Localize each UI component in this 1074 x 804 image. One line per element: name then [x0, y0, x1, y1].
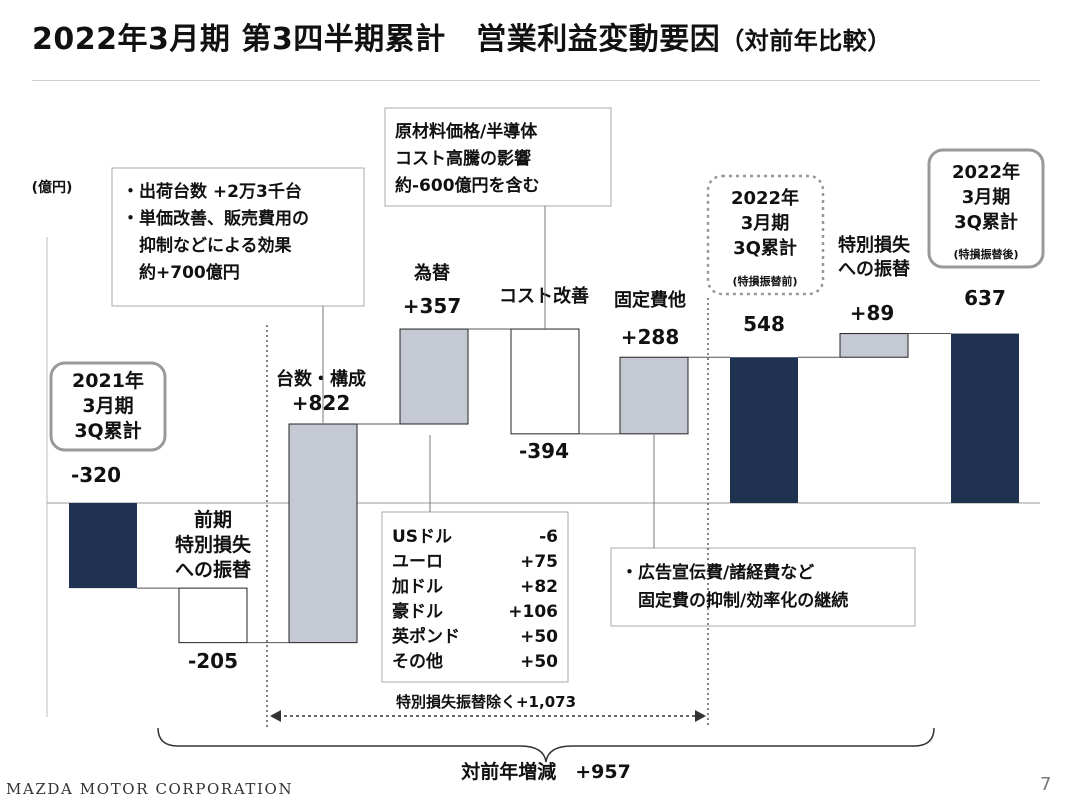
fx-currency-5: 英ポンド	[392, 626, 460, 647]
fx-currency-3: 加ドル	[391, 577, 443, 597]
fx-currency-6: その他	[392, 651, 443, 672]
value-label-fy22_before: 548	[743, 312, 785, 336]
cat-label-fy22-before-line-2: 3月期	[741, 213, 790, 234]
fx-value-2: +75	[520, 552, 558, 572]
unit-label: (億円)	[32, 179, 73, 196]
bar-fixed	[619, 356, 689, 435]
cat-label-prev-special-line-1: 前期	[194, 508, 232, 531]
value-label-prev_special: -205	[188, 649, 238, 673]
value-label-special_transfer: +89	[850, 301, 895, 325]
bar-fy22_before	[730, 357, 798, 503]
total-change-label: 対前年増減 +957	[460, 760, 631, 783]
cat-label-fy21-line-1: 2021年	[72, 369, 144, 392]
company-footer: MAZDA MOTOR CORPORATION	[6, 780, 294, 798]
value-label-fy21: -320	[71, 463, 121, 487]
cat-label-prev-special-line-2: 特別損失	[175, 533, 252, 556]
box-fy21	[49, 361, 167, 452]
range-label: 特別損失振替除く+1,073	[396, 693, 576, 711]
cat-label-fy21-line-2: 3月期	[82, 395, 133, 417]
title-sub: （対前年比較）	[720, 27, 892, 55]
bar-volume	[288, 423, 358, 644]
value-label-cost: -394	[519, 439, 569, 463]
cat-label-fx: 為替	[414, 262, 451, 284]
range-arrow-head-right	[695, 710, 706, 722]
page-title: 2022年3月期 第3四半期累計 営業利益変動要因（対前年比較）	[32, 14, 892, 58]
bar-cost	[510, 328, 580, 435]
value-label-volume: +822	[292, 391, 351, 415]
bar-prev_special	[178, 587, 248, 644]
fx-value-6: +50	[520, 652, 558, 672]
note-box-volume	[111, 167, 365, 307]
note-cost-line-3: 約-600億円を含む	[395, 175, 540, 196]
fx-value-1: -6	[539, 527, 558, 547]
fx-value-5: +50	[520, 627, 558, 647]
title-divider	[32, 80, 1040, 81]
fx-breakdown-box	[381, 511, 569, 683]
fx-value-3: +82	[520, 577, 558, 597]
bar-fy22_after	[951, 333, 1019, 503]
bar-fx	[399, 328, 469, 425]
cat-label-fixed: 固定費他	[614, 289, 686, 311]
sublabel-fy22-before: (特損振替前)	[732, 274, 797, 288]
value-label-fx: +357	[403, 294, 462, 318]
box-fy22-after	[927, 148, 1045, 269]
note-box-fixed	[610, 547, 916, 627]
note-volume-line-4: 約+700億円	[122, 262, 240, 283]
fx-currency-2: ユーロ	[392, 552, 443, 572]
note-fixed-line-2: 固定費の抑制/効率化の継続	[621, 590, 848, 611]
title-main: 2022年3月期 第3四半期累計 営業利益変動要因	[32, 22, 721, 57]
note-volume-line-3: 抑制などによる効果	[122, 235, 292, 256]
page-number: 7	[1040, 774, 1052, 795]
cat-label-cost: コスト改善	[499, 285, 589, 307]
cat-label-fy22-after-line-3: 3Q累計	[954, 211, 1018, 233]
sublabel-fy22-after: (特損振替後)	[953, 247, 1018, 261]
cat-label-fy22-after-line-2: 3月期	[962, 187, 1011, 208]
fx-value-4: +106	[508, 602, 558, 622]
cat-label-prev-special-line-3: への振替	[175, 558, 252, 581]
total-brace	[157, 727, 935, 763]
cat-label-special-transfer-line-1: 特別損失	[838, 234, 911, 256]
note-cost-line-1: 原材料価格/半導体	[395, 121, 538, 142]
value-label-fixed: +288	[621, 325, 680, 349]
note-fixed-line-1: ・広告宣伝費/諸経費など	[621, 562, 814, 583]
fx-currency-1: USドル	[392, 527, 452, 547]
fx-currency-4: 豪ドル	[392, 601, 443, 622]
range-arrow-head-left	[270, 710, 281, 722]
bar-special_transfer	[839, 333, 909, 358]
cat-label-special-transfer-line-2: への振替	[838, 258, 911, 280]
note-volume-line-1: ・出荷台数 +2万3千台	[122, 181, 302, 202]
cat-label-volume: 台数・構成	[276, 368, 366, 390]
bar-fy21	[69, 503, 137, 589]
note-cost-line-2: コスト高騰の影響	[395, 148, 531, 169]
note-box-cost	[384, 107, 612, 207]
cat-label-fy21-line-3: 3Q累計	[74, 419, 141, 442]
cat-label-fy22-before-line-3: 3Q累計	[733, 237, 797, 259]
cat-label-fy22-before-line-1: 2022年	[731, 187, 799, 209]
note-volume-line-2: ・単価改善、販売費用の	[122, 208, 309, 229]
box-fy22-before	[706, 174, 825, 296]
cat-label-fy22-after-line-1: 2022年	[952, 161, 1020, 183]
value-label-fy22_after: 637	[964, 286, 1006, 310]
